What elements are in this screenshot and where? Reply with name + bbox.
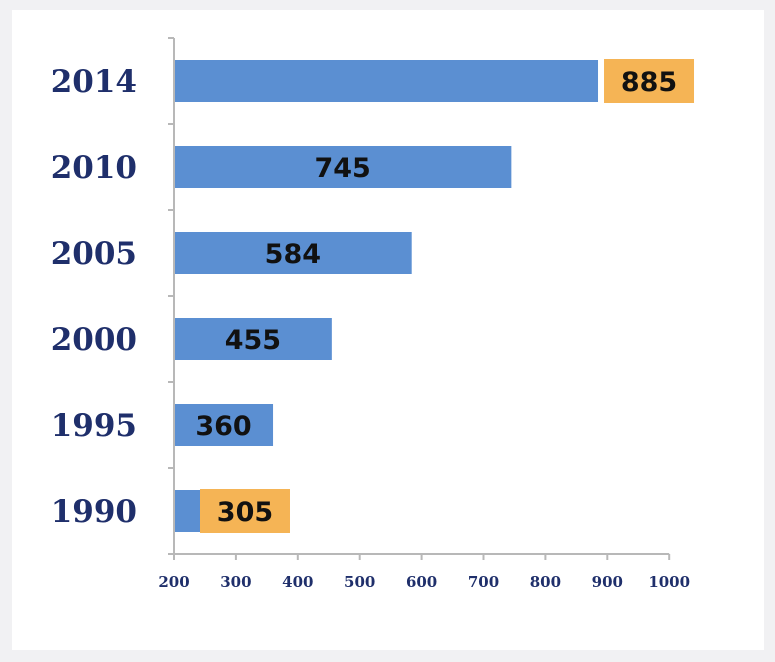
value-label: 305 (217, 497, 273, 528)
value-label: 360 (195, 411, 251, 442)
category-label: 2010 (51, 150, 137, 186)
bar (174, 318, 332, 360)
axis-layer (168, 37, 671, 560)
value-label: 745 (314, 153, 370, 184)
x-tick-label: 1000 (648, 573, 690, 591)
category-label: 2000 (51, 322, 137, 358)
chart-panel (12, 10, 764, 650)
x-tick-label: 800 (530, 573, 561, 591)
bar (174, 404, 274, 446)
category-label: 2005 (51, 236, 137, 272)
x-tick-label: 200 (158, 573, 189, 591)
category-label: 1990 (51, 494, 137, 530)
value-label: 455 (225, 325, 281, 356)
x-tick-label: 700 (468, 573, 499, 591)
x-tick-label: 600 (406, 573, 437, 591)
category-label: 2014 (51, 64, 137, 100)
value-label: 584 (265, 239, 321, 270)
labels-layer: 200 300 400 500 600 700 800 900 1000 2014 885 2010 7… (51, 59, 695, 591)
bars-layer (174, 60, 599, 532)
bar (174, 232, 412, 274)
x-tick-label: 300 (220, 573, 251, 591)
value-label-box (604, 59, 695, 103)
bar (174, 146, 512, 188)
value-label: 885 (621, 67, 677, 98)
x-tick-label: 500 (344, 573, 375, 591)
category-label: 1995 (51, 408, 137, 444)
bar (174, 60, 599, 102)
x-tick-label: 900 (592, 573, 623, 591)
value-label-box (199, 489, 290, 533)
x-tick-label: 400 (282, 573, 313, 591)
